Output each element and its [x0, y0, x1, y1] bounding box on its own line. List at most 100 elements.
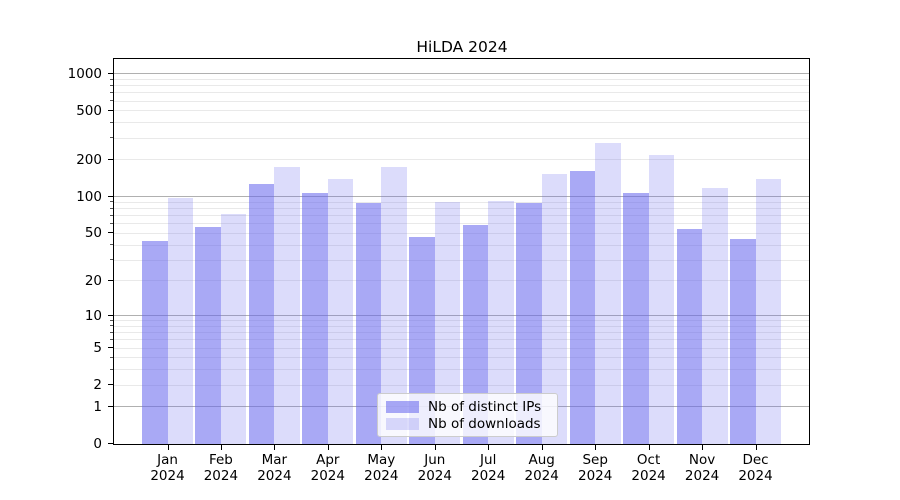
bar-distinct-ips-mar — [248, 183, 275, 444]
gridline-y-300 — [114, 137, 809, 139]
x-tick-month: Jun — [424, 452, 446, 468]
x-tick-label-dec: Dec 2024 — [716, 452, 796, 484]
y-minor-tick-mark-7 — [110, 331, 113, 333]
x-tick-month: Aug — [528, 452, 555, 468]
bar-distinct-ips-nov — [676, 229, 703, 444]
y-tick-label-200: 200 — [76, 151, 102, 168]
x-tick-month: Mar — [261, 452, 288, 468]
legend-swatch-downloads — [386, 418, 419, 430]
gridline-y-3 — [114, 369, 809, 371]
gridline-y-1000 — [114, 73, 809, 75]
y-tick-mark-1000 — [108, 72, 113, 74]
y-tick-mark-10 — [108, 314, 113, 316]
gridline-y-600 — [114, 100, 809, 102]
x-tick-year: 2024 — [684, 468, 720, 484]
legend-item-distinct-ips: Nb of distinct IPs — [386, 399, 549, 415]
gridline-y-40 — [114, 244, 809, 246]
x-tick-label-apr: Apr 2024 — [288, 452, 368, 484]
y-minor-tick-mark-700 — [110, 91, 113, 93]
y-tick-mark-500 — [108, 109, 113, 111]
x-tick-mark-apr — [327, 445, 329, 450]
y-minor-tick-mark-40 — [110, 244, 113, 245]
legend-label-distinct-ips: Nb of distinct IPs — [428, 399, 542, 415]
gridline-y-800 — [114, 85, 809, 87]
gridline-y-60 — [114, 223, 809, 225]
y-minor-tick-mark-800 — [110, 84, 113, 86]
y-tick-mark-5 — [108, 347, 113, 348]
y-minor-tick-mark-70 — [110, 214, 113, 216]
gridline-y-500 — [114, 110, 809, 112]
y-minor-tick-mark-60 — [110, 222, 113, 224]
x-tick-label-feb: Feb 2024 — [181, 452, 261, 484]
gridline-y-4 — [114, 357, 809, 359]
bar-distinct-ips-sep — [569, 170, 596, 444]
x-tick-label-aug: Aug 2024 — [502, 452, 582, 484]
y-tick-label-1000: 1000 — [67, 65, 102, 82]
x-tick-mark-sep — [595, 445, 597, 450]
bar-downloads-sep — [595, 142, 621, 444]
bar-downloads-oct — [648, 154, 675, 444]
x-tick-mark-feb — [220, 445, 222, 450]
x-tick-mark-mar — [274, 445, 276, 450]
gridline-y-50 — [114, 232, 809, 234]
x-tick-mark-jul — [488, 445, 490, 450]
x-tick-year: 2024 — [150, 468, 185, 484]
bar-distinct-ips-feb — [195, 227, 221, 444]
y-minor-tick-mark-9 — [110, 319, 113, 321]
bar-downloads-mar — [274, 166, 300, 444]
x-tick-year: 2024 — [631, 468, 666, 484]
y-tick-mark-50 — [108, 232, 113, 234]
x-tick-label-sep: Sep 2024 — [555, 452, 635, 484]
x-tick-month: Jan — [157, 452, 178, 468]
x-tick-mark-dec — [755, 445, 757, 450]
x-tick-label-nov: Nov 2024 — [662, 452, 742, 484]
legend: Nb of distinct IPs Nb of downloads — [377, 393, 558, 437]
y-minor-tick-mark-90 — [110, 201, 113, 203]
y-tick-label-1: 1 — [93, 398, 102, 415]
gridline-y-700 — [114, 92, 809, 94]
y-minor-tick-mark-3 — [110, 368, 113, 370]
x-tick-mark-oct — [648, 445, 650, 450]
plot-area: Nb of distinct IPs Nb of downloads — [113, 58, 810, 445]
y-minor-tick-mark-300 — [110, 137, 113, 139]
gridline-y-5 — [114, 347, 809, 349]
x-tick-mark-aug — [541, 445, 543, 450]
x-tick-year: 2024 — [257, 468, 292, 484]
x-tick-label-jul: Jul 2024 — [448, 452, 528, 484]
y-minor-tick-mark-400 — [110, 121, 113, 123]
bar-downloads-dec — [755, 178, 781, 444]
x-tick-month: Sep — [582, 452, 608, 468]
gridline-y-900 — [114, 79, 809, 80]
x-tick-mark-jan — [167, 445, 169, 450]
bar-downloads-jan — [167, 198, 193, 444]
gridline-y-20 — [114, 280, 809, 282]
x-tick-label-may: May 2024 — [341, 452, 421, 484]
x-tick-mark-jun — [434, 445, 436, 450]
x-tick-mark-nov — [702, 445, 704, 450]
legend-swatch-distinct-ips — [386, 401, 419, 413]
gridline-y-30 — [114, 259, 809, 261]
x-tick-label-oct: Oct 2024 — [609, 452, 689, 484]
x-tick-label-mar: Mar 2024 — [234, 452, 314, 484]
gridline-y-80 — [114, 208, 809, 210]
y-minor-tick-mark-6 — [110, 338, 113, 340]
gridline-y-10 — [114, 315, 809, 316]
x-tick-mark-may — [381, 445, 383, 450]
y-tick-label-50: 50 — [84, 225, 102, 242]
x-tick-label-jan: Jan 2024 — [128, 452, 208, 484]
x-tick-month: Feb — [208, 452, 233, 468]
x-tick-month: Nov — [688, 452, 716, 468]
y-tick-label-20: 20 — [84, 272, 102, 289]
y-minor-tick-mark-8 — [110, 325, 113, 327]
y-tick-mark-0 — [108, 443, 113, 444]
y-minor-tick-mark-600 — [110, 100, 113, 102]
y-tick-label-2: 2 — [93, 377, 102, 394]
y-tick-label-0: 0 — [93, 436, 102, 452]
gridline-y-200 — [114, 159, 809, 161]
bar-downloads-nov — [702, 188, 728, 444]
x-tick-year: 2024 — [310, 468, 345, 484]
y-minor-tick-mark-30 — [110, 259, 113, 260]
gridline-y-90 — [114, 201, 809, 203]
y-tick-mark-200 — [108, 158, 113, 160]
